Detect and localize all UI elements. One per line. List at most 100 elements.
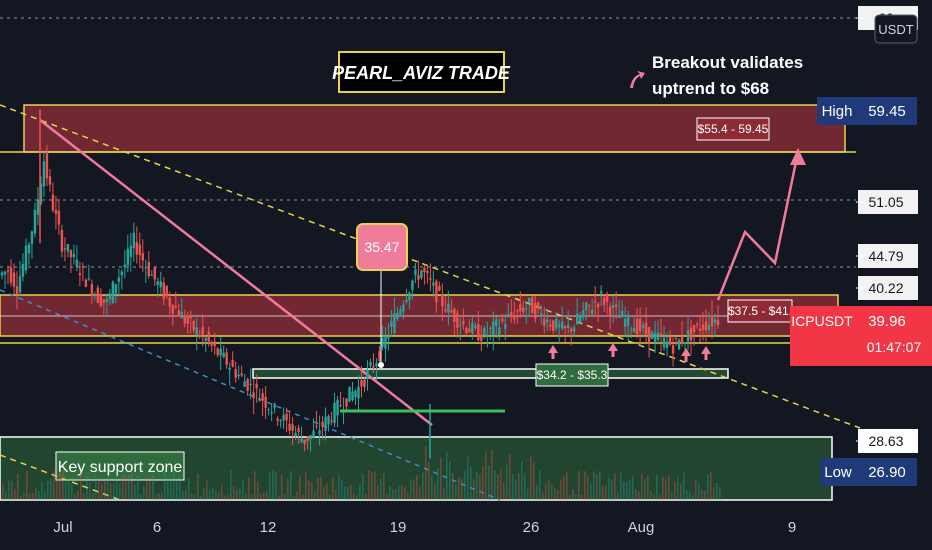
volume-bar bbox=[302, 495, 304, 500]
volume-bar bbox=[71, 483, 73, 500]
candle-body bbox=[147, 261, 150, 277]
volume-bar bbox=[386, 494, 388, 500]
volume-bar bbox=[389, 486, 391, 500]
callout-label: 35.47 bbox=[364, 239, 399, 255]
candle-body bbox=[264, 396, 267, 408]
zone-label-mid-range: $37.5 - $41. bbox=[728, 304, 792, 318]
time-tick-label: 19 bbox=[390, 519, 407, 536]
candle-body bbox=[716, 319, 720, 325]
currency-badge[interactable] bbox=[874, 14, 918, 44]
candle-body bbox=[713, 319, 717, 323]
candle-body bbox=[9, 267, 13, 283]
volume-bar bbox=[233, 486, 235, 500]
volume-bar bbox=[266, 491, 268, 500]
trendline-blue-dashed bbox=[0, 289, 501, 501]
candle-body bbox=[24, 245, 28, 271]
volume-bar bbox=[20, 495, 22, 500]
volume-bar bbox=[89, 483, 91, 500]
volume-bar bbox=[476, 471, 478, 500]
candle-body bbox=[602, 297, 606, 306]
volume-bar bbox=[557, 490, 559, 500]
volume-bar bbox=[374, 471, 376, 500]
volume-bar bbox=[704, 490, 706, 500]
volume-bar bbox=[164, 470, 166, 500]
volume-bar bbox=[458, 476, 460, 500]
volume-bar bbox=[356, 495, 358, 500]
candle-body bbox=[471, 322, 474, 334]
candle-body bbox=[339, 405, 342, 407]
candle-body bbox=[534, 302, 537, 319]
candle-body bbox=[372, 365, 375, 368]
volume-bar bbox=[299, 475, 301, 500]
candle-body bbox=[659, 333, 663, 337]
volume-bar bbox=[194, 494, 196, 500]
volume-bar bbox=[107, 477, 109, 500]
candle-body bbox=[462, 320, 465, 325]
volume-bar bbox=[86, 476, 88, 500]
candle-body bbox=[468, 328, 471, 333]
candle-body bbox=[647, 327, 651, 343]
candle-body bbox=[75, 259, 79, 267]
candle-body bbox=[132, 232, 136, 249]
annotation-arrow-icon bbox=[630, 71, 645, 88]
candle-body bbox=[159, 281, 162, 288]
candle-body bbox=[701, 324, 705, 330]
candle-body bbox=[396, 312, 399, 319]
high-label: High bbox=[822, 103, 853, 120]
price-label-bg bbox=[858, 276, 918, 300]
volume-bar bbox=[245, 493, 247, 500]
candle-body bbox=[423, 267, 426, 273]
volume-bar bbox=[689, 491, 691, 500]
volume-bar bbox=[110, 483, 112, 500]
zones: $55.4 - 59.45 $37.5 - $41. $34.2 - $35.3 Ke… bbox=[0, 104, 856, 501]
arrow-up-4 bbox=[701, 346, 711, 354]
volume-bar bbox=[455, 484, 457, 500]
candle-body bbox=[486, 334, 489, 336]
candle-body bbox=[572, 327, 576, 332]
volume-bar bbox=[146, 476, 148, 500]
volume-bar bbox=[674, 481, 676, 500]
candle-body bbox=[590, 309, 594, 315]
volume-bar bbox=[641, 473, 643, 500]
price-label-bg bbox=[858, 429, 918, 453]
volume-bar bbox=[341, 479, 343, 500]
volume-bar bbox=[578, 470, 580, 500]
candle-body bbox=[366, 369, 369, 379]
volume-bar bbox=[686, 489, 688, 500]
zone-label-key-support: Key support zone bbox=[58, 459, 183, 476]
candle-body bbox=[498, 327, 501, 335]
candle-body bbox=[270, 412, 273, 414]
candle-body bbox=[558, 324, 561, 328]
candle-body bbox=[543, 319, 546, 326]
volume-bar bbox=[62, 471, 64, 500]
candle-body bbox=[357, 386, 360, 399]
volume-bar bbox=[278, 495, 280, 500]
volume-bar bbox=[242, 480, 244, 500]
volume-bar bbox=[230, 470, 232, 500]
volume-bar bbox=[125, 475, 127, 500]
candle-body bbox=[153, 267, 156, 280]
volume-bar bbox=[251, 494, 253, 500]
candle-body bbox=[552, 320, 555, 331]
volume-bar bbox=[179, 476, 181, 500]
candle-body bbox=[324, 416, 327, 431]
volume-bar bbox=[485, 451, 487, 500]
volume-bar bbox=[677, 476, 679, 500]
volume-bar bbox=[317, 477, 319, 500]
candle-body bbox=[141, 253, 145, 261]
high-label-bg bbox=[817, 97, 857, 125]
candle-body bbox=[522, 307, 525, 313]
callout-box bbox=[356, 223, 408, 271]
candle-body bbox=[605, 293, 609, 303]
volume-bar bbox=[134, 484, 136, 500]
volume-bar bbox=[551, 484, 553, 500]
volume-bar bbox=[503, 482, 505, 500]
candle-body bbox=[570, 328, 573, 332]
volume-bar bbox=[239, 488, 241, 500]
candle-body bbox=[698, 328, 702, 331]
candle-body bbox=[54, 209, 58, 214]
candle-body bbox=[63, 248, 67, 250]
candle-body bbox=[258, 398, 261, 401]
volume-bar bbox=[53, 470, 55, 500]
volume-bar bbox=[569, 495, 571, 500]
